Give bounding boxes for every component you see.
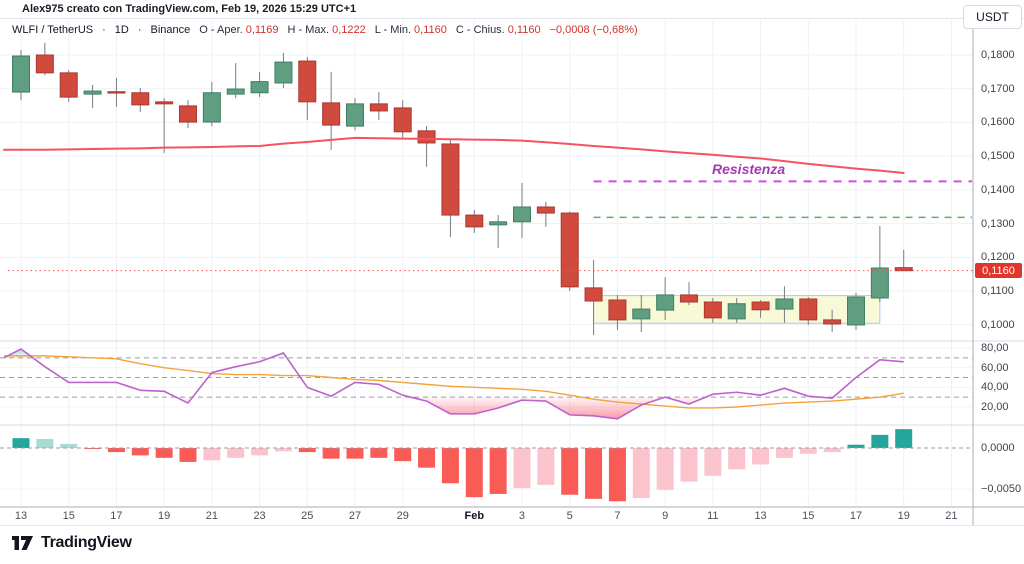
time-axis-label: 13 xyxy=(14,510,28,522)
price-axis-label: 0,1100 xyxy=(981,284,1014,297)
price-axis-label: 0,1700 xyxy=(981,82,1015,95)
price-axis-label: 0,1800 xyxy=(981,49,1015,61)
price-change: −0,0008 (−0,68%) xyxy=(549,23,638,36)
resistance-annotation-label[interactable]: Resistenza xyxy=(712,161,786,177)
price-axis-label: 0,1500 xyxy=(981,150,1015,163)
oscillator-axis-label: 40,00 xyxy=(981,381,1009,394)
last-price-tag: 0,1160 xyxy=(975,263,1022,278)
time-axis-label: 27 xyxy=(348,510,362,522)
separator: · xyxy=(102,23,106,36)
price-axis-label: 0,1400 xyxy=(981,183,1015,196)
price-axis-label: 0,1600 xyxy=(981,116,1015,129)
time-axis-label: 9 xyxy=(662,510,669,522)
time-axis-label: Feb xyxy=(464,510,485,522)
oscillator-axis-label: 20,00 xyxy=(981,401,1009,413)
oscillator-axis-label: 60,00 xyxy=(981,361,1009,374)
time-axis-label: 3 xyxy=(518,510,526,522)
time-axis-label: 13 xyxy=(754,510,767,522)
ohlc-high: H - Max. 0,1222 xyxy=(287,23,366,36)
ohlc-open: O - Aper. 0,1169 xyxy=(199,23,279,36)
symbol-title[interactable]: WLFI / TetherUS xyxy=(12,23,94,36)
tradingview-logo[interactable]: TradingView xyxy=(12,533,132,553)
ohlc-close: C - Chius. 0,1160 xyxy=(455,23,541,36)
ohlc-low: L - Min. 0,1160 xyxy=(374,23,447,36)
separator: · xyxy=(137,23,142,36)
price-axis-label: 0,1300 xyxy=(981,217,1015,230)
time-axis-label: 17 xyxy=(849,510,863,522)
time-axis-label: 5 xyxy=(566,510,573,522)
tradingview-logo-icon xyxy=(12,536,33,550)
time-axis-label: 15 xyxy=(62,510,75,522)
interval-label[interactable]: 1D xyxy=(114,23,129,36)
time-axis-label: 11 xyxy=(707,510,719,522)
exchange-label: Binance xyxy=(150,23,191,36)
time-axis-label: 7 xyxy=(614,510,621,522)
chart-legend: WLFI / TetherUS · 1D · Binance O - Aper.… xyxy=(12,22,638,37)
time-axis-label: 23 xyxy=(253,510,266,522)
time-axis-label: 25 xyxy=(301,510,314,522)
histogram-axis-label: 0,0000 xyxy=(981,442,1015,454)
tradingview-logo-text: TradingView xyxy=(41,534,132,551)
price-axis-label: 0,1200 xyxy=(981,251,1015,264)
price-axis-label: 0,1000 xyxy=(981,318,1015,331)
time-axis-label: 17 xyxy=(110,510,123,522)
currency-toggle-button[interactable]: USDT xyxy=(963,5,1022,29)
time-axis-label: 29 xyxy=(396,510,409,522)
time-axis-label: 21 xyxy=(205,510,218,522)
time-axis-label: 19 xyxy=(158,510,171,522)
time-axis-label: 21 xyxy=(945,510,958,522)
histogram-axis-label: −0,0050 xyxy=(981,483,1022,495)
attribution-text: Alex975 creato con TradingView.com, Feb … xyxy=(22,3,357,15)
oscillator-axis-label: 80,00 xyxy=(981,342,1009,354)
time-axis-label: 15 xyxy=(802,510,815,522)
time-axis-label: 19 xyxy=(897,510,910,522)
